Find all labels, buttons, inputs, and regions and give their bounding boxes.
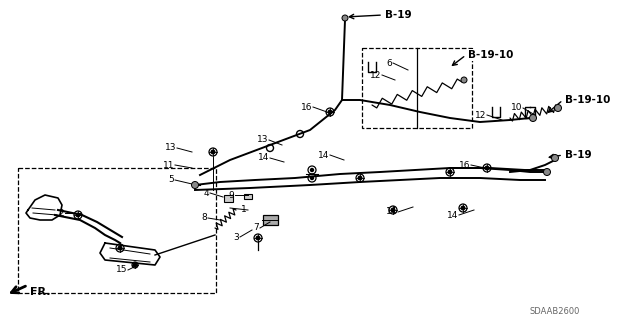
Text: 14: 14 — [317, 151, 329, 160]
Text: 14: 14 — [258, 153, 269, 162]
Circle shape — [118, 246, 122, 250]
Circle shape — [133, 263, 137, 267]
Text: 10: 10 — [511, 103, 522, 113]
Circle shape — [448, 170, 452, 174]
Bar — [362, 48, 472, 128]
Text: 12: 12 — [370, 70, 381, 79]
Circle shape — [461, 77, 467, 83]
Circle shape — [191, 182, 198, 189]
Circle shape — [554, 105, 561, 112]
Circle shape — [256, 236, 260, 240]
Circle shape — [543, 168, 550, 175]
Text: 7: 7 — [253, 224, 259, 233]
Text: B-19-10: B-19-10 — [468, 50, 513, 60]
Circle shape — [358, 176, 362, 180]
Circle shape — [461, 206, 465, 210]
Text: 11: 11 — [163, 160, 174, 169]
Text: B-19-10: B-19-10 — [565, 95, 611, 105]
Circle shape — [310, 176, 314, 180]
Text: 3: 3 — [233, 233, 239, 241]
Text: 14: 14 — [447, 211, 458, 219]
Circle shape — [76, 213, 80, 217]
Text: 13: 13 — [257, 136, 268, 145]
Text: 6: 6 — [387, 58, 392, 68]
Text: 4: 4 — [204, 189, 209, 197]
Circle shape — [529, 115, 536, 122]
Text: 9: 9 — [228, 190, 234, 199]
Text: B-19: B-19 — [385, 10, 412, 20]
Text: 13: 13 — [164, 144, 176, 152]
Text: 8: 8 — [201, 213, 207, 222]
Bar — [223, 195, 232, 202]
Text: B-19: B-19 — [565, 150, 591, 160]
Circle shape — [328, 110, 332, 114]
Text: 16: 16 — [458, 160, 470, 169]
Circle shape — [342, 15, 348, 21]
Text: 1: 1 — [241, 205, 247, 214]
Circle shape — [552, 154, 559, 161]
Circle shape — [211, 150, 215, 154]
Text: 15: 15 — [115, 265, 127, 275]
Text: 2: 2 — [58, 209, 64, 218]
Text: 5: 5 — [168, 175, 174, 184]
Text: 16: 16 — [301, 102, 312, 112]
Circle shape — [485, 166, 489, 170]
Bar — [18, 168, 216, 293]
Circle shape — [391, 208, 395, 212]
Text: 12: 12 — [475, 110, 486, 120]
Bar — [244, 194, 252, 198]
Text: FR.: FR. — [30, 287, 51, 297]
Bar — [262, 215, 278, 225]
Text: SDAAB2600: SDAAB2600 — [530, 308, 580, 316]
Circle shape — [310, 168, 314, 172]
Text: 14: 14 — [386, 207, 397, 217]
